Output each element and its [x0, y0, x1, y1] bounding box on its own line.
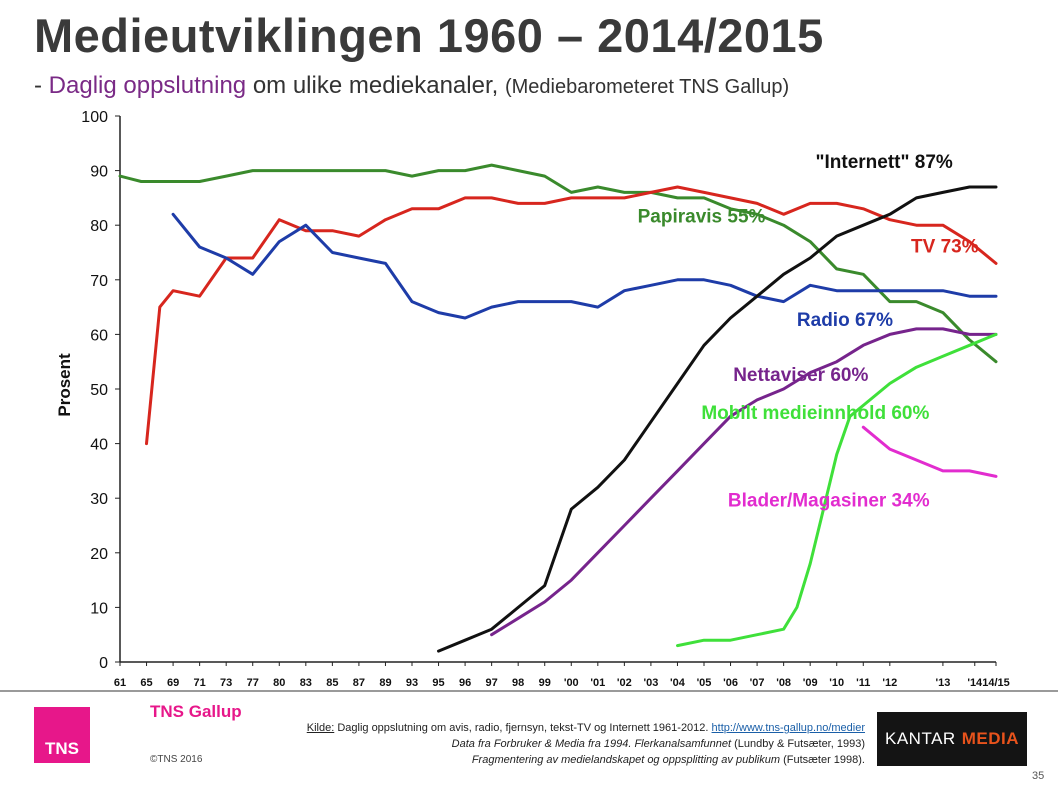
- copyright: ©TNS 2016: [150, 754, 203, 765]
- kantar-media-logo: KANTAR MEDIA: [877, 712, 1027, 766]
- series-label-0: Papiravis 55%: [638, 206, 766, 227]
- series-lines: [118, 163, 998, 653]
- source-line2-italic: Data fra Forbruker & Media fra 1994. Fle…: [451, 738, 732, 750]
- x-tick-label: 95: [432, 677, 444, 689]
- source-label: Kilde:: [306, 722, 335, 734]
- y-tick-label: 90: [90, 164, 108, 181]
- x-tick-label: '10: [829, 677, 844, 689]
- subtitle-prefix: -: [34, 72, 49, 99]
- x-tick-label: '09: [803, 677, 818, 689]
- series-label-2: Radio 67%: [797, 310, 893, 331]
- x-tick-label: '13: [935, 677, 950, 689]
- y-tick-label: 100: [81, 109, 108, 126]
- x-tick-label: 69: [167, 677, 179, 689]
- x-tick-label: 71: [194, 677, 206, 689]
- y-tick-label: 50: [90, 382, 108, 399]
- x-tick-label: '04: [670, 677, 686, 689]
- source-line3-rest: (Futsæter 1998).: [780, 754, 865, 766]
- x-tick-label: 73: [220, 677, 232, 689]
- source-line1: Daglig oppslutning om avis, radio, fjern…: [334, 722, 712, 734]
- x-tick-label: '00: [564, 677, 579, 689]
- series-line-5: [676, 332, 998, 648]
- subtitle-highlight: Daglig oppslutning: [48, 72, 247, 99]
- subtitle-source: (Mediebarometeret TNS Gallup): [504, 76, 790, 98]
- x-tick-label: 89: [379, 677, 391, 689]
- x-axis-ticks: 61 65 69 71 73 77 80 83 85 87 89 93 95 96 97 98 99 '00 '01…: [114, 662, 1010, 689]
- series-labels: Papiravis 55% TV 73% Radio 67% "Internett" …: [638, 152, 979, 512]
- x-tick-label: 97: [486, 677, 498, 689]
- x-tick-label: '05: [697, 677, 712, 689]
- x-tick-label: '11: [856, 677, 870, 689]
- y-tick-label: 40: [90, 437, 108, 454]
- page-number: 35: [1032, 770, 1045, 782]
- tns-logo: TNS: [34, 707, 90, 763]
- x-tick-label: 87: [353, 677, 365, 689]
- y-tick-label: 60: [90, 327, 108, 344]
- x-tick-label: 65: [140, 677, 152, 689]
- kantar-left: KANTAR: [885, 729, 956, 748]
- source-block: Kilde: Daglig oppslutning om avis, radio…: [145, 720, 865, 768]
- y-tick-label: 70: [90, 273, 108, 290]
- y-tick-label: 0: [99, 655, 108, 672]
- x-tick-label: 83: [300, 677, 312, 689]
- series-line-0: [118, 163, 998, 364]
- x-tick-label: 77: [247, 677, 259, 689]
- line-chart: Prosent 0 10 20 30 40 50 60 70 80 90 100 61 65 69 71 7…: [55, 109, 1010, 689]
- series-label-3: "Internett" 87%: [815, 152, 952, 173]
- slide-title: Medieutviklingen 1960 – 2014/2015: [34, 9, 824, 62]
- x-tick-label: '07: [750, 677, 765, 689]
- x-tick-label: 96: [459, 677, 471, 689]
- kantar-right: MEDIA: [961, 729, 1019, 748]
- x-tick-label: '08: [776, 677, 791, 689]
- x-tick-label: '14: [967, 677, 983, 689]
- series-line-3: [437, 185, 998, 653]
- x-tick-label: '06: [723, 677, 738, 689]
- slide-subtitle: - Daglig oppslutning om ulike mediekanal…: [34, 72, 789, 100]
- x-tick-label: 80: [273, 677, 285, 689]
- x-tick-label: 93: [406, 677, 418, 689]
- y-tick-label: 80: [90, 218, 108, 235]
- source-link[interactable]: http://www.tns-gallup.no/medier: [711, 722, 865, 734]
- x-tick-label: 85: [326, 677, 338, 689]
- chart-axes: [119, 116, 996, 663]
- series-label-6: Blader/Magasiner 34%: [728, 490, 930, 511]
- y-axis-ticks: 0 10 20 30 40 50 60 70 80 90 100: [81, 109, 120, 672]
- x-tick-label: 99: [539, 677, 551, 689]
- tns-brand: TNS Gallup: [150, 702, 242, 721]
- series-label-5: Mobilt medieinnhold 60%: [701, 403, 929, 424]
- x-tick-label: '12: [882, 677, 897, 689]
- subtitle-rest: om ulike mediekanaler,: [246, 72, 499, 99]
- x-tick-label: '01: [590, 677, 605, 689]
- y-axis-label: Prosent: [55, 353, 74, 417]
- series-label-4: Nettaviser 60%: [733, 365, 868, 386]
- series-line-2: [171, 212, 998, 320]
- x-tick-label: '02: [617, 677, 632, 689]
- x-tick-label: '03: [643, 677, 658, 689]
- series-line-4: [490, 327, 998, 637]
- series-line-1: [145, 185, 998, 446]
- y-tick-label: 10: [90, 600, 108, 617]
- source-line2-rest: (Lundby & Futsæter, 1993): [731, 738, 865, 750]
- x-tick-label: 98: [512, 677, 524, 689]
- footer-divider: [0, 690, 1058, 692]
- series-label-1: TV 73%: [911, 237, 979, 258]
- source-line3-italic: Fragmentering av medielandskapet og opps…: [471, 754, 781, 766]
- series-line-6: [861, 425, 998, 478]
- x-tick-label: 61: [114, 677, 126, 689]
- y-tick-label: 20: [90, 546, 108, 563]
- x-tick-label: 14/15: [982, 677, 1010, 689]
- y-tick-label: 30: [90, 491, 108, 508]
